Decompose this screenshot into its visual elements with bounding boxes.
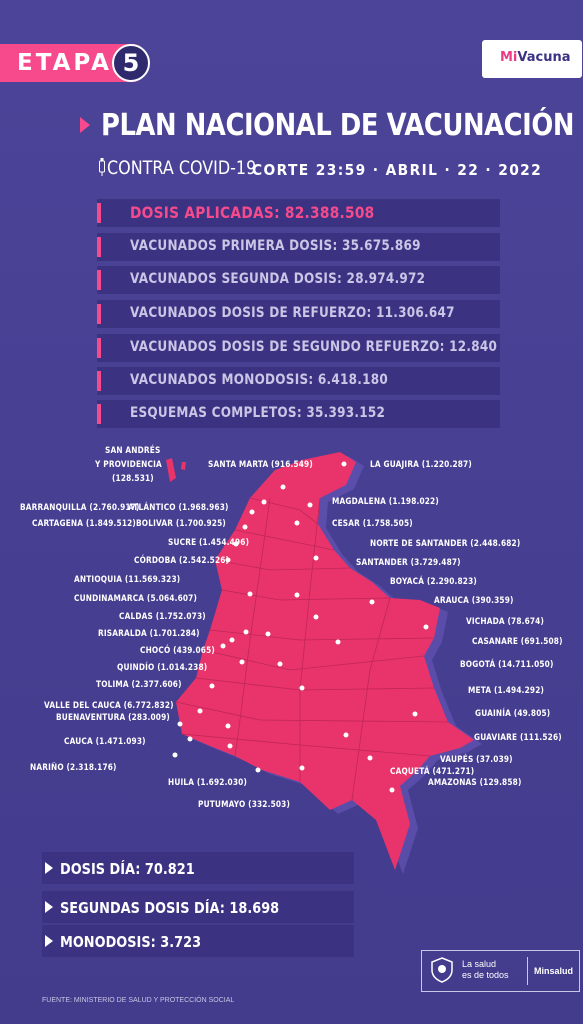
map-label-quindio: QUINDÍO (1.014.238) bbox=[117, 663, 208, 673]
city-dots bbox=[172, 461, 429, 793]
stat-row: VACUNADOS DOSIS DE REFUERZO: 11.306.647 bbox=[97, 300, 500, 328]
map-label-tolima: TOLIMA (2.377.606) bbox=[96, 680, 182, 690]
stage-number-badge: 5 bbox=[112, 44, 150, 82]
map-label-casanare: CASANARE (691.508) bbox=[472, 637, 563, 647]
title-arrow-icon bbox=[80, 117, 90, 133]
daily-stat-row: SEGUNDAS DOSIS DÍA: 18.698 bbox=[42, 891, 354, 923]
map-label-huila: HUILA (1.692.030) bbox=[168, 778, 247, 788]
stat-row: DOSIS APLICADAS: 82.388.508 bbox=[97, 199, 500, 227]
map-shape bbox=[176, 452, 474, 870]
daily-stat-row: DOSIS DÍA: 70.821 bbox=[42, 852, 354, 884]
map-label-valle: VALLE DEL CAUCA (6.772.832) bbox=[44, 701, 174, 711]
stat-bar bbox=[97, 338, 101, 358]
map-label-bogota: BOGOTÁ (14.711.050) bbox=[460, 660, 554, 670]
logo-text-a: Mi bbox=[500, 50, 518, 65]
map-label-barranquilla: BARRANQUILLA (2.760.917) bbox=[20, 503, 140, 513]
island-san-andres bbox=[166, 458, 176, 482]
map-label-guaviare: GUAVIARE (111.526) bbox=[474, 733, 562, 743]
stat-row: VACUNADOS PRIMERA DOSIS: 35.675.869 bbox=[97, 233, 500, 261]
stat-bar bbox=[97, 371, 101, 391]
slogan-line-2: es de todos bbox=[462, 970, 509, 980]
map-label-magdalena: MAGDALENA (1.198.022) bbox=[332, 497, 439, 507]
daily-stat-label: MONODOSIS: 3.723 bbox=[60, 933, 202, 951]
map-label-vichada: VICHADA (78.674) bbox=[466, 617, 545, 627]
stat-label: VACUNADOS SEGUNDA DOSIS: 28.974.972 bbox=[130, 271, 426, 287]
map-label-risaralda: RISARALDA (1.701.284) bbox=[98, 629, 200, 639]
map-label-boyaca: BOYACÁ (2.290.823) bbox=[390, 577, 477, 587]
stat-bar bbox=[97, 304, 101, 324]
ministry-name: Minsalud bbox=[534, 966, 574, 976]
stat-label: DOSIS APLICADAS: 82.388.508 bbox=[130, 203, 375, 222]
daily-stat-label: DOSIS DÍA: 70.821 bbox=[60, 860, 195, 878]
daily-stat-row: MONODOSIS: 3.723 bbox=[42, 925, 354, 957]
stat-bar bbox=[97, 270, 101, 290]
government-logo: La salud es de todos Minsalud bbox=[421, 950, 580, 992]
map-label-cartagena: CARTAGENA (1.849.512) bbox=[32, 519, 136, 529]
stat-label: ESQUEMAS COMPLETOS: 35.393.152 bbox=[130, 405, 386, 421]
map-label-cauca: CAUCA (1.471.093) bbox=[64, 737, 146, 747]
map-label-choco: CHOCÓ (439.065) bbox=[140, 646, 215, 656]
map-label-la-guajira: LA GUAJIRA (1.220.287) bbox=[370, 460, 472, 470]
map-label-san-andres: SAN ANDRÉS bbox=[105, 446, 161, 456]
map-label-meta: META (1.494.292) bbox=[468, 686, 545, 696]
map-label-vaupes: VAUPÉS (37.039) bbox=[440, 755, 513, 765]
map-label-santa-marta: SANTA MARTA (916.549) bbox=[208, 460, 313, 470]
stat-label: VACUNADOS DOSIS DE REFUERZO: 11.306.647 bbox=[130, 305, 455, 321]
stat-row: VACUNADOS DOSIS DE SEGUNDO REFUERZO: 12.… bbox=[97, 334, 500, 362]
map-label-putumayo: PUTUMAYO (332.503) bbox=[198, 800, 291, 810]
colombia-map bbox=[166, 452, 482, 874]
map-label-antioquia: ANTIOQUIA (11.569.323) bbox=[74, 575, 181, 585]
map-label-cundinamarca: CUNDINAMARCA (5.064.607) bbox=[74, 594, 198, 604]
map-label-san-andres: Y PROVIDENCIA bbox=[95, 460, 162, 470]
syringe-icon bbox=[99, 158, 105, 176]
stat-label: VACUNADOS DOSIS DE SEGUNDO REFUERZO: 12.… bbox=[130, 339, 498, 355]
logo-text-b: Vacuna bbox=[517, 50, 571, 65]
map-label-guainia: GUAINÍA (49.805) bbox=[475, 709, 551, 719]
map-label-buenaventura: BUENAVENTURA (283.009) bbox=[56, 713, 170, 723]
map-label-atlantico: ATLÁNTICO (1.968.963) bbox=[128, 503, 229, 513]
department-borders bbox=[175, 497, 449, 801]
map-label-caqueta: CAQUETÁ (471.271) bbox=[390, 767, 475, 777]
mivacuna-logo: MiVacuna bbox=[482, 40, 582, 78]
map-label-santander: SANTANDER (3.729.487) bbox=[356, 558, 461, 568]
map-label-caldas: CALDAS (1.752.073) bbox=[119, 612, 206, 622]
map-label-arauca: ARAUCA (390.359) bbox=[434, 596, 514, 606]
map-label-san-andres: (128.531) bbox=[112, 474, 154, 484]
map-label-narino: NARIÑO (2.318.176) bbox=[30, 763, 117, 773]
daily-stat-label: SEGUNDAS DOSIS DÍA: 18.698 bbox=[60, 899, 280, 917]
stat-bar bbox=[97, 237, 101, 257]
divider bbox=[527, 957, 528, 985]
stat-row: VACUNADOS MONODOSIS: 6.418.180 bbox=[97, 367, 500, 395]
source-note: FUENTE: MINISTERIO DE SALUD Y PROTECCIÓN… bbox=[42, 997, 235, 1004]
stat-label: VACUNADOS MONODOSIS: 6.418.180 bbox=[130, 372, 389, 388]
coat-of-arms-icon bbox=[431, 957, 453, 983]
slogan-line-1: La salud bbox=[462, 959, 497, 969]
page-subtitle: CONTRA COVID-19 bbox=[107, 157, 257, 179]
logo-text: MiVacuna bbox=[500, 50, 571, 65]
slogan: La salud es de todos bbox=[462, 959, 509, 981]
triangle-icon bbox=[45, 862, 53, 874]
map-label-cesar: CESAR (1.758.505) bbox=[332, 519, 413, 529]
map-label-bolivar: BOLIVAR (1.700.925) bbox=[136, 519, 226, 529]
stage-label: ETAPA bbox=[17, 50, 112, 76]
map-label-amazonas: AMAZONAS (129.858) bbox=[428, 778, 522, 788]
triangle-icon bbox=[45, 935, 53, 947]
page-title: PLAN NACIONAL DE VACUNACIÓN bbox=[101, 108, 574, 143]
map-label-cordoba: CÓRDOBA (2.542.526) bbox=[134, 556, 230, 566]
island-providencia bbox=[181, 462, 186, 470]
stat-bar bbox=[97, 203, 101, 223]
cutoff-date: CORTE 23:59 · ABRIL · 22 · 2022 bbox=[252, 161, 543, 179]
stat-row: ESQUEMAS COMPLETOS: 35.393.152 bbox=[97, 400, 500, 428]
map-label-norte-santander: NORTE DE SANTANDER (2.448.682) bbox=[370, 539, 521, 549]
stat-bar bbox=[97, 404, 101, 424]
triangle-icon bbox=[45, 901, 53, 913]
map-label-sucre: SUCRE (1.454.496) bbox=[168, 538, 250, 548]
stat-label: VACUNADOS PRIMERA DOSIS: 35.675.869 bbox=[130, 238, 421, 254]
stat-row: VACUNADOS SEGUNDA DOSIS: 28.974.972 bbox=[97, 266, 500, 294]
